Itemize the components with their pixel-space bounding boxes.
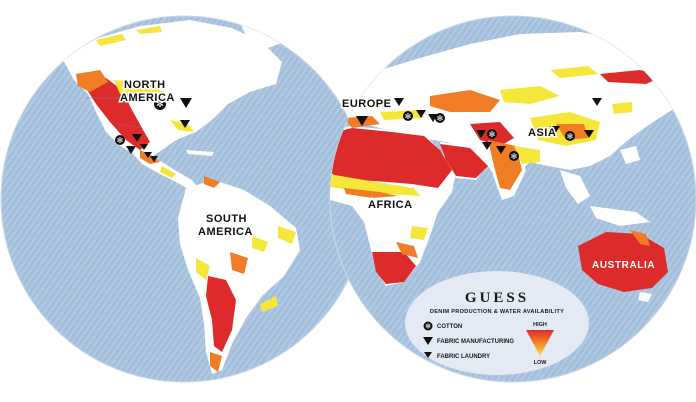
svg-text:✻: ✻ (117, 136, 124, 145)
region-label-asia: ASIA (528, 127, 556, 139)
cotton-icon: ✻ (509, 151, 519, 161)
region-label-south-america: AMERICA (198, 226, 253, 238)
australia-landmass (578, 232, 668, 292)
legend-item-label: FABRIC LAUNDRY (437, 354, 490, 360)
legend-scale-high: HIGH (533, 322, 547, 328)
fabric-manufacturing-icon (356, 116, 368, 126)
eurasia-landmass (338, 32, 690, 184)
fabric-laundry-icon (482, 142, 492, 150)
fabric-laundry-icon (180, 120, 190, 128)
fabric-laundry-icon (394, 98, 404, 106)
svg-text:✻: ✻ (437, 114, 444, 123)
legend-scale-triangle (526, 330, 554, 356)
fabric-laundry-icon (550, 126, 560, 134)
cotton-icon: ✻ (403, 111, 413, 121)
legend-subtitle: DENIM PRODUCTION & WATER AVAILABILITY (430, 309, 564, 315)
cotton-icon: ✻ (154, 98, 166, 110)
svg-text:✻: ✻ (489, 130, 496, 139)
svg-text:✻: ✻ (567, 132, 574, 141)
region-label-north-america: NORTH (124, 79, 166, 91)
eastern-hemisphere: ✻ ✻ ✻ ✻ ✻ EUROPE AFRICA ASIA AUSTRALIA (329, 15, 696, 383)
cotton-icon: ✻ (565, 131, 575, 141)
water-stress-high (330, 128, 452, 188)
western-hemisphere: ✻ ✻ NORTH AMERICA SOUTH AMERICA (0, 15, 368, 383)
svg-text:✻: ✻ (156, 100, 164, 110)
fabric-laundry-icon (150, 156, 158, 162)
region-label-south-america: SOUTH (206, 213, 247, 225)
legend-cotton-icon: ✻ (423, 321, 433, 331)
region-label-africa: AFRICA (368, 199, 413, 211)
region-label-australia: AUSTRALIA (592, 260, 655, 271)
south-america-landmass (178, 180, 300, 374)
legend-item-label: FABRIC MANUFACTURING (437, 339, 514, 345)
svg-text:✻: ✻ (511, 152, 518, 161)
fabric-manufacturing-icon (476, 130, 486, 138)
svg-text:✻: ✻ (425, 323, 431, 331)
fabric-laundry-icon (140, 144, 148, 150)
cotton-icon: ✻ (487, 129, 497, 139)
svg-text:✻: ✻ (405, 112, 412, 121)
fabric-manufacturing-icon (180, 98, 192, 108)
fabric-laundry-icon (144, 152, 152, 158)
legend-fabric-laundry-icon (424, 352, 432, 358)
fabric-manufacturing-icon (416, 110, 426, 118)
water-stress-high (440, 144, 488, 178)
legend: GUESS DENIM PRODUCTION & WATER AVAILABIL… (405, 271, 589, 375)
water-stress-high (206, 276, 236, 352)
fabric-manufacturing-icon (584, 130, 594, 138)
legend-item-label: COTTON (437, 324, 462, 330)
fabric-laundry-icon (592, 98, 602, 106)
fabric-manufacturing-icon (496, 146, 506, 154)
region-label-north-america: AMERICA (120, 92, 175, 104)
region-label-europe: EUROPE (342, 98, 391, 110)
fabric-manufacturing-icon (126, 146, 136, 154)
fabric-manufacturing-icon (132, 134, 142, 142)
water-stress-high (372, 252, 416, 284)
legend-scale-low: LOW (534, 360, 548, 366)
legend-panel (405, 271, 589, 375)
water-stress-high (82, 78, 150, 150)
legend-brand: GUESS (465, 290, 529, 306)
cotton-icon: ✻ (115, 135, 125, 145)
legend-fabric-manufacturing-icon (423, 337, 433, 345)
cotton-icon: ✻ (435, 113, 445, 123)
